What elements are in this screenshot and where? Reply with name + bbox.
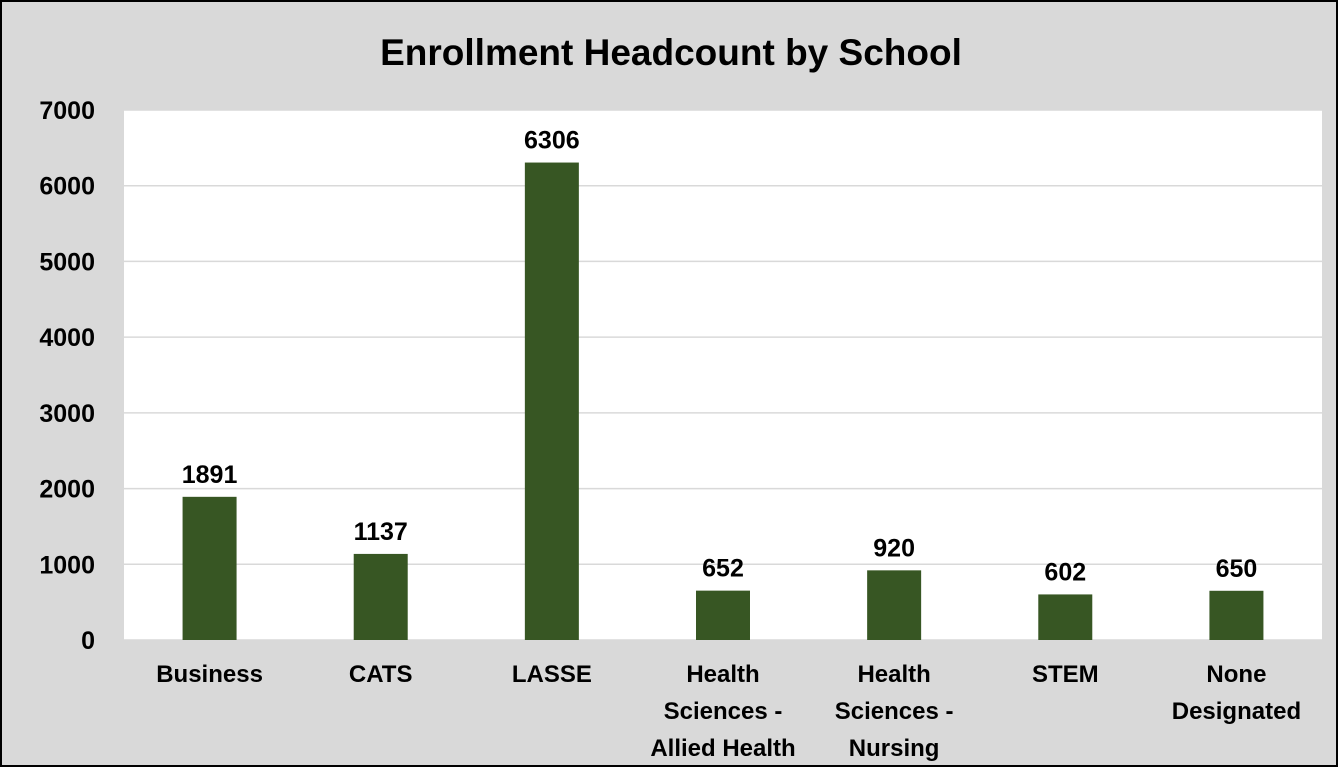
data-label: 1891 bbox=[182, 461, 238, 489]
y-tick-label: 2000 bbox=[39, 476, 95, 504]
gridlines bbox=[124, 109, 1322, 641]
x-tick-label: Sciences - bbox=[664, 698, 783, 725]
bar bbox=[353, 553, 408, 640]
x-tick-label: Designated bbox=[1172, 698, 1301, 725]
data-labels: 1891 1137 6306 652 920 602 650 bbox=[182, 127, 1258, 587]
x-tick-label: CATS bbox=[349, 661, 413, 688]
y-tick-label: 0 bbox=[81, 627, 95, 655]
bar bbox=[524, 162, 579, 640]
data-label: 602 bbox=[1044, 558, 1086, 586]
x-tick-label: None bbox=[1206, 661, 1266, 688]
y-tick-label: 5000 bbox=[39, 248, 95, 276]
bar bbox=[696, 590, 750, 640]
y-tick-label: 6000 bbox=[39, 173, 95, 201]
x-tick-label: Business bbox=[156, 661, 263, 688]
bar bbox=[1038, 594, 1093, 640]
data-label: 6306 bbox=[524, 127, 580, 155]
chart-title: Enrollment Headcount by School bbox=[380, 32, 962, 73]
data-label: 1137 bbox=[354, 518, 408, 546]
plot-area bbox=[124, 110, 1322, 640]
data-label: 650 bbox=[1216, 555, 1258, 583]
y-tick-label: 4000 bbox=[39, 324, 95, 352]
x-axis-labels: Business CATS LASSE Health Sciences - Allied … bbox=[156, 661, 1301, 762]
bar bbox=[867, 570, 922, 640]
y-tick-label: 1000 bbox=[39, 551, 95, 579]
y-tick-label: 3000 bbox=[39, 400, 95, 428]
x-tick-label: LASSE bbox=[512, 661, 592, 688]
x-tick-label: Health bbox=[686, 661, 759, 688]
x-tick-label: STEM bbox=[1032, 661, 1099, 688]
x-tick-label: Nursing bbox=[849, 735, 940, 762]
y-axis-ticks: 0 1000 2000 3000 4000 5000 6000 7000 bbox=[39, 97, 95, 655]
x-tick-label: Health bbox=[857, 661, 930, 688]
bars bbox=[182, 162, 1264, 640]
data-label: 652 bbox=[702, 555, 744, 583]
bar bbox=[1209, 590, 1264, 640]
x-tick-label: Allied Health bbox=[650, 735, 795, 762]
x-tick-label: Sciences - bbox=[835, 698, 954, 725]
bar bbox=[182, 496, 237, 640]
data-label: 920 bbox=[873, 534, 915, 562]
y-tick-label: 7000 bbox=[39, 97, 95, 125]
